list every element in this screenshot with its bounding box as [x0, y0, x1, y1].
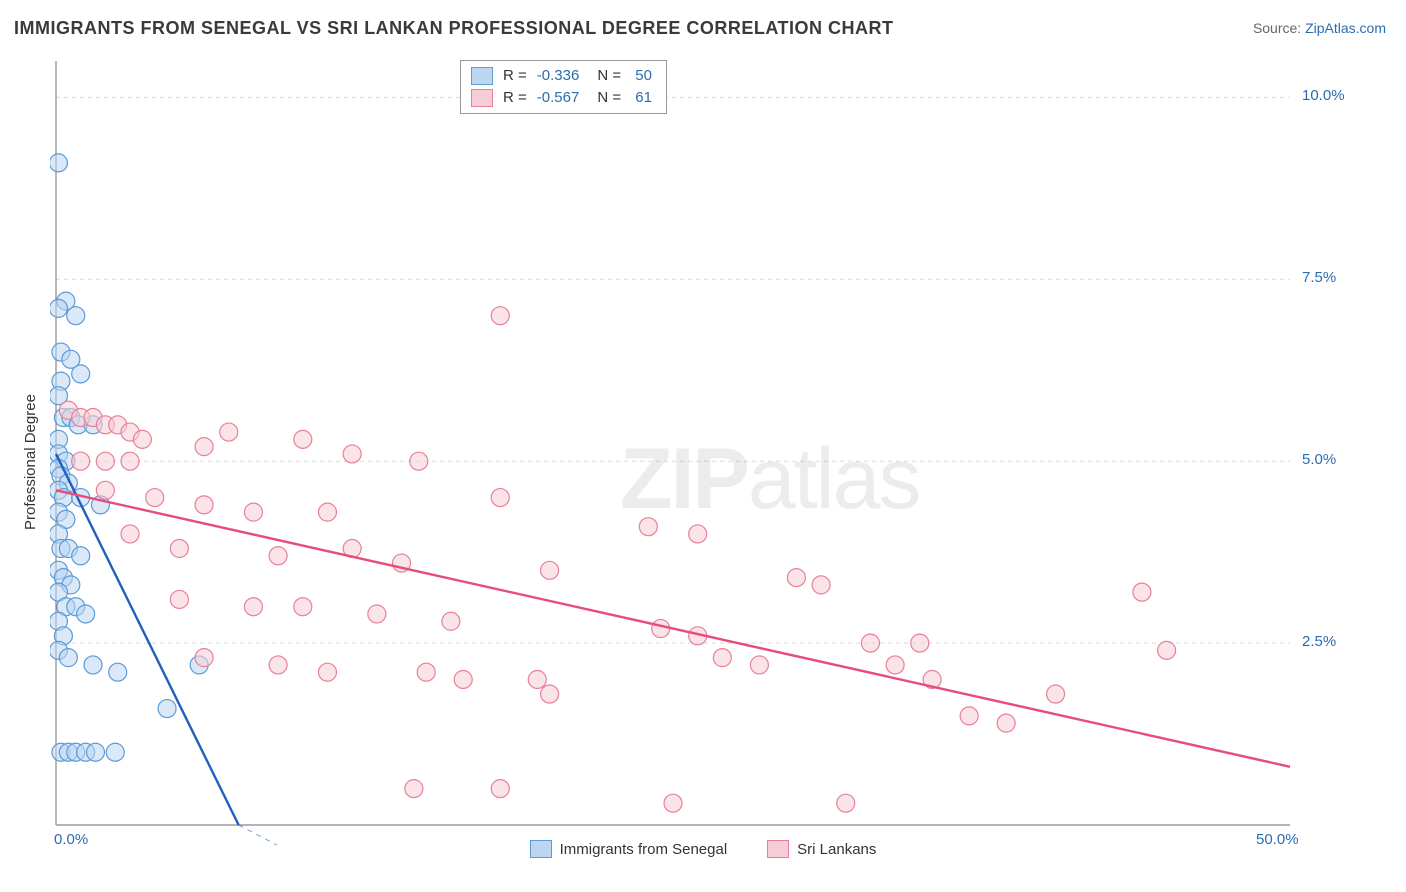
stat-r-value: -0.567	[537, 87, 580, 109]
scatter-plot	[50, 55, 1350, 845]
stat-r-value: -0.336	[537, 65, 580, 87]
legend-label: Immigrants from Senegal	[560, 841, 728, 858]
stat-r-label: R =	[503, 65, 527, 87]
legend-swatch	[471, 67, 493, 85]
stat-n-value: 61	[631, 87, 652, 109]
source-attribution: Source: ZipAtlas.com	[1253, 20, 1386, 36]
source-label: Source:	[1253, 20, 1305, 36]
y-tick-label: 7.5%	[1302, 269, 1336, 286]
legend-swatch	[530, 840, 552, 858]
legend-item: Sri Lankans	[767, 840, 876, 858]
stats-legend-box: R = -0.336 N = 50 R = -0.567 N = 61	[460, 60, 667, 114]
y-tick-label: 2.5%	[1302, 633, 1336, 650]
stat-n-label: N =	[597, 87, 621, 109]
source-value: ZipAtlas.com	[1305, 20, 1386, 36]
x-tick-label: 50.0%	[1256, 831, 1299, 848]
stat-n-value: 50	[631, 65, 652, 87]
y-tick-label: 5.0%	[1302, 451, 1336, 468]
chart-title: IMMIGRANTS FROM SENEGAL VS SRI LANKAN PR…	[14, 18, 894, 39]
legend-swatch	[767, 840, 789, 858]
y-axis-label: Professional Degree	[22, 394, 39, 530]
stat-r-label: R =	[503, 87, 527, 109]
legend-swatch	[471, 89, 493, 107]
legend-item: Immigrants from Senegal	[530, 840, 728, 858]
y-tick-label: 10.0%	[1302, 87, 1345, 104]
stat-n-label: N =	[597, 65, 621, 87]
legend-label: Sri Lankans	[797, 841, 876, 858]
series-legend: Immigrants from Senegal Sri Lankans	[0, 840, 1406, 858]
stats-legend-row: R = -0.336 N = 50	[471, 65, 652, 87]
stats-legend-row: R = -0.567 N = 61	[471, 87, 652, 109]
x-tick-label: 0.0%	[54, 831, 88, 848]
